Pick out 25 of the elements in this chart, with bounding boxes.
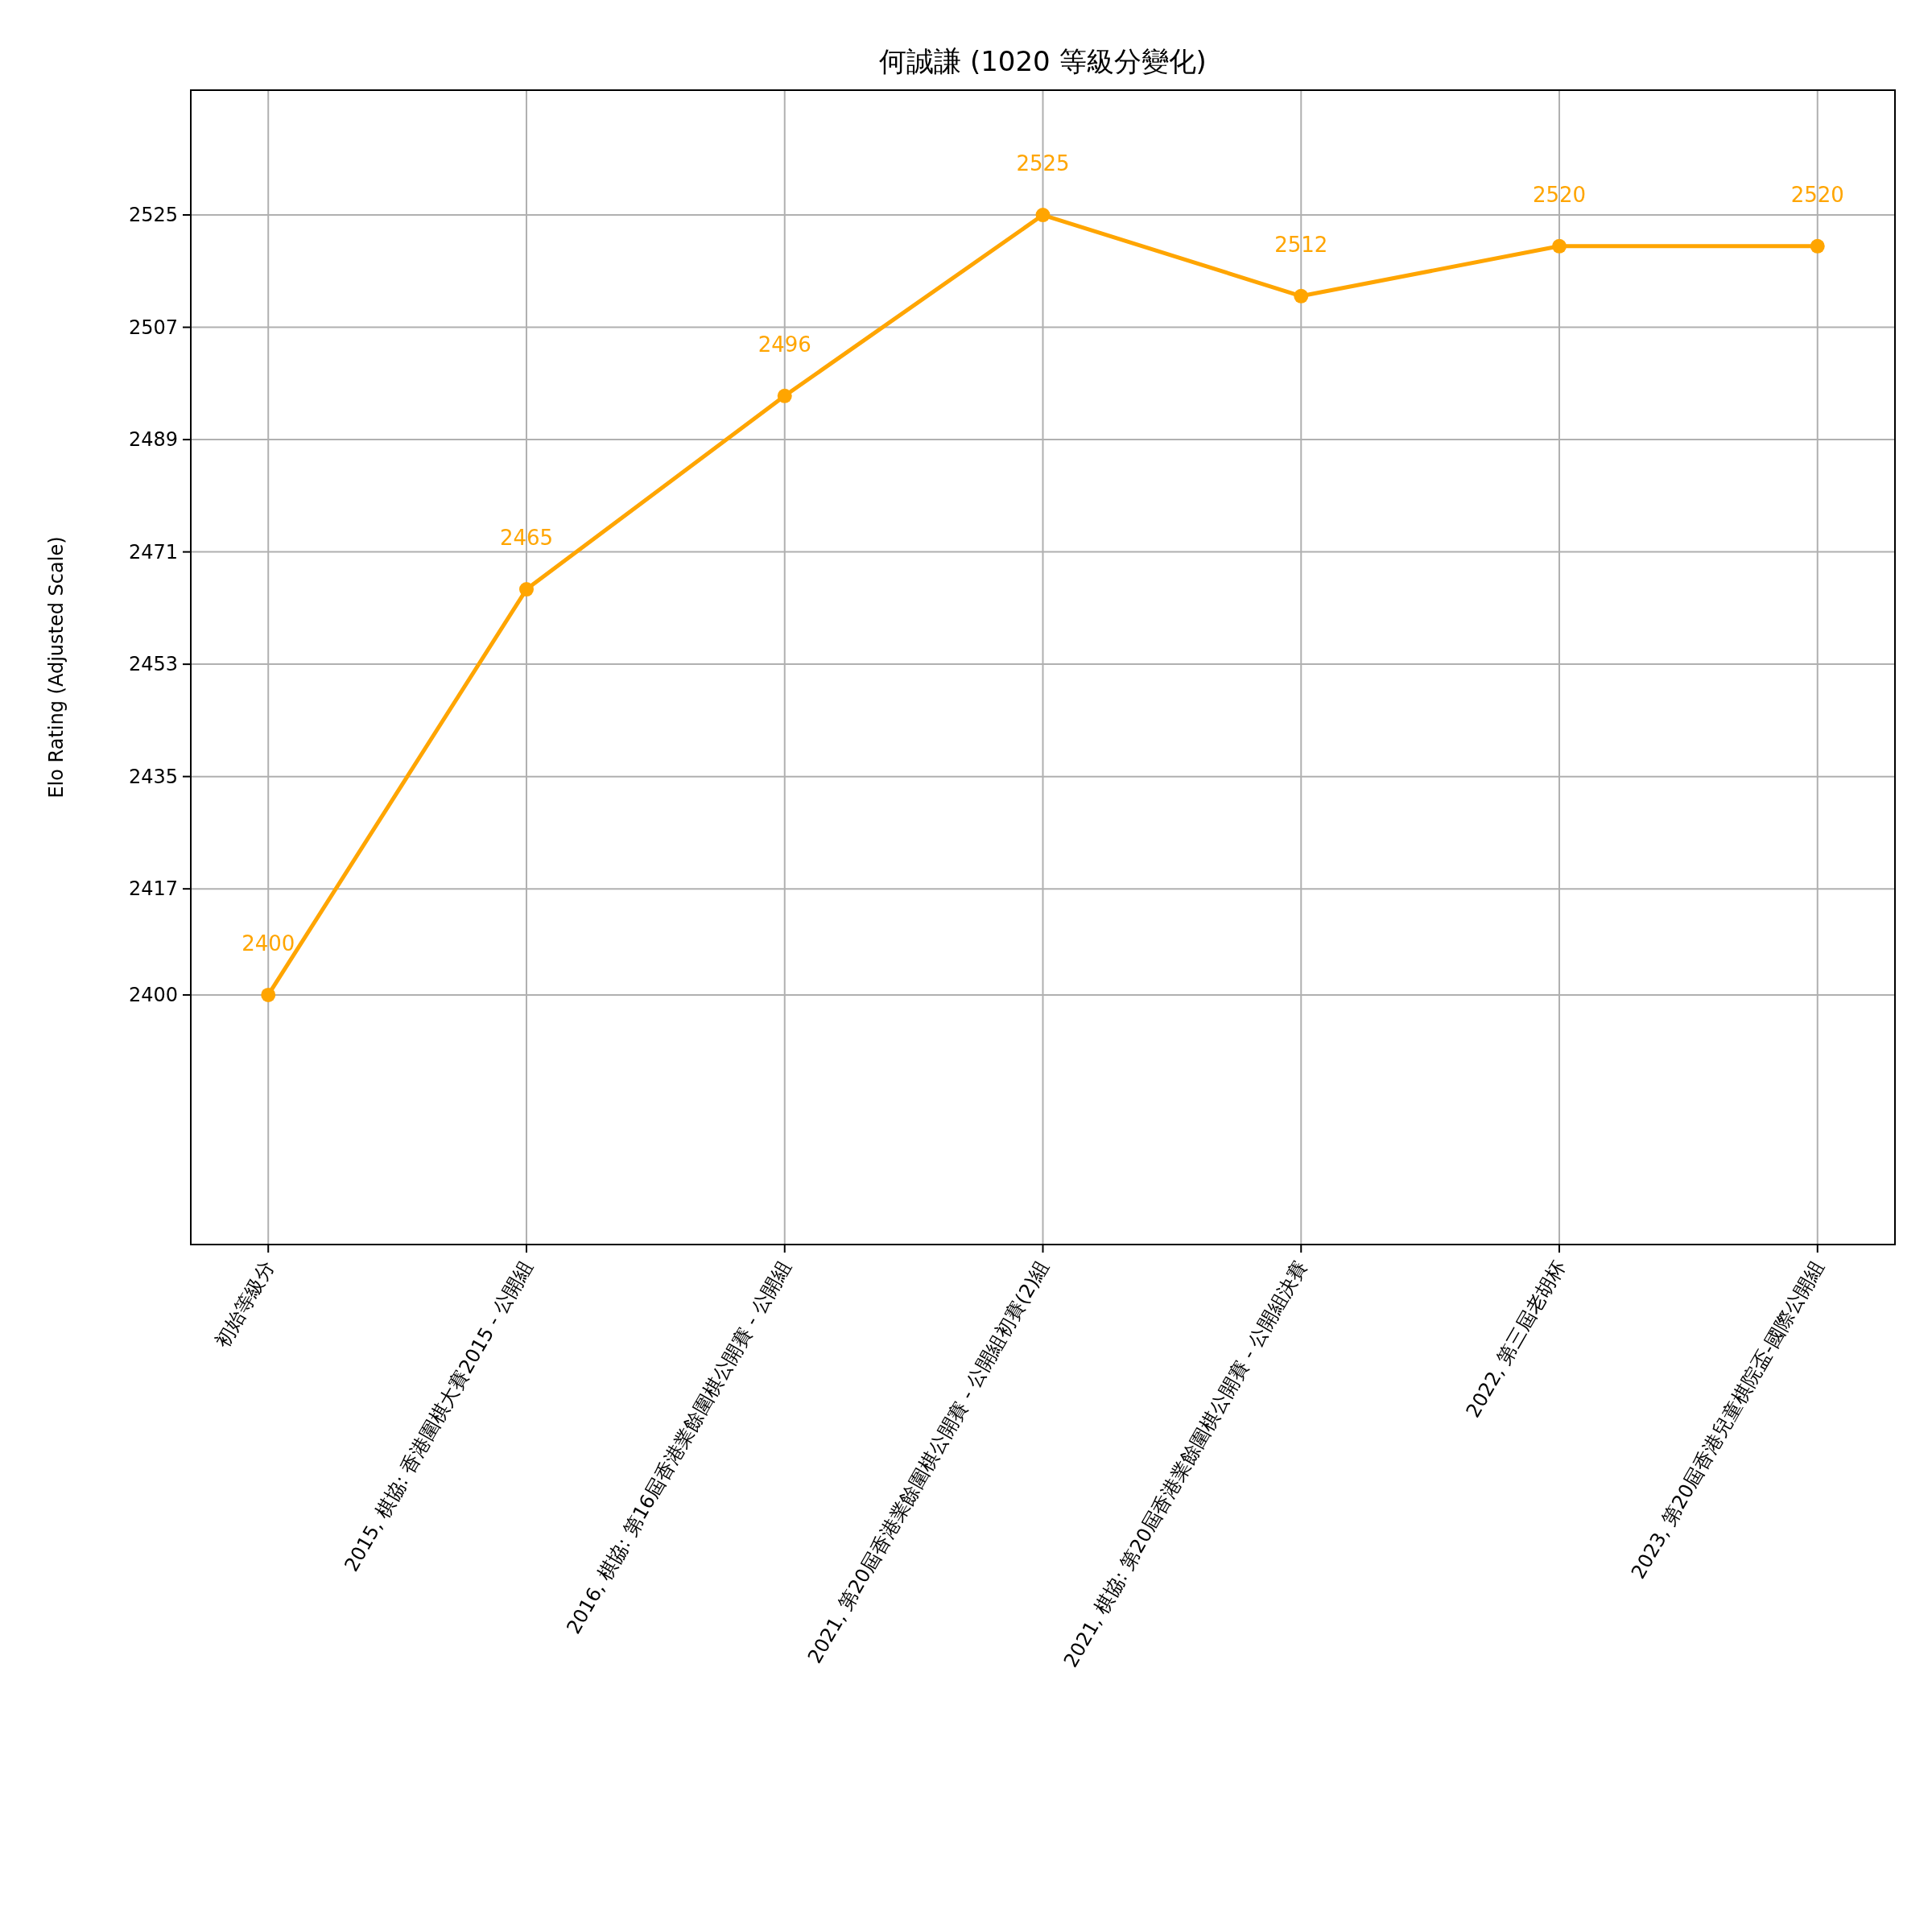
- y-tick-label: 2417: [128, 877, 178, 901]
- y-tick-label: 2525: [128, 204, 178, 227]
- point: [1035, 208, 1051, 223]
- y-tick-label: 2400: [128, 983, 178, 1006]
- y-tick-label: 2435: [128, 765, 178, 788]
- x-tick-label: 初始等級分: [211, 1257, 279, 1352]
- data-label: 2525: [1016, 151, 1070, 176]
- point: [1552, 238, 1567, 254]
- point: [1294, 288, 1309, 303]
- point: [777, 388, 792, 403]
- y-tick-label: 2489: [128, 428, 178, 452]
- y-tick-label: 2507: [128, 316, 178, 339]
- chart-title: 何誠謙 (1020 等級分變化): [879, 45, 1207, 77]
- y-tick-label: 2471: [128, 540, 178, 564]
- data-label: 2512: [1274, 232, 1328, 257]
- point: [518, 582, 534, 597]
- data-label: 2496: [758, 332, 811, 357]
- data-label: 2465: [499, 526, 554, 551]
- point: [1810, 238, 1825, 254]
- data-label: 2520: [1532, 182, 1587, 207]
- y-axis-title: Elo Rating (Adjusted Scale): [45, 536, 68, 799]
- point: [261, 987, 276, 1002]
- data-label: 2520: [1790, 182, 1844, 207]
- y-tick-label: 2453: [128, 653, 178, 676]
- data-label: 2400: [242, 931, 295, 956]
